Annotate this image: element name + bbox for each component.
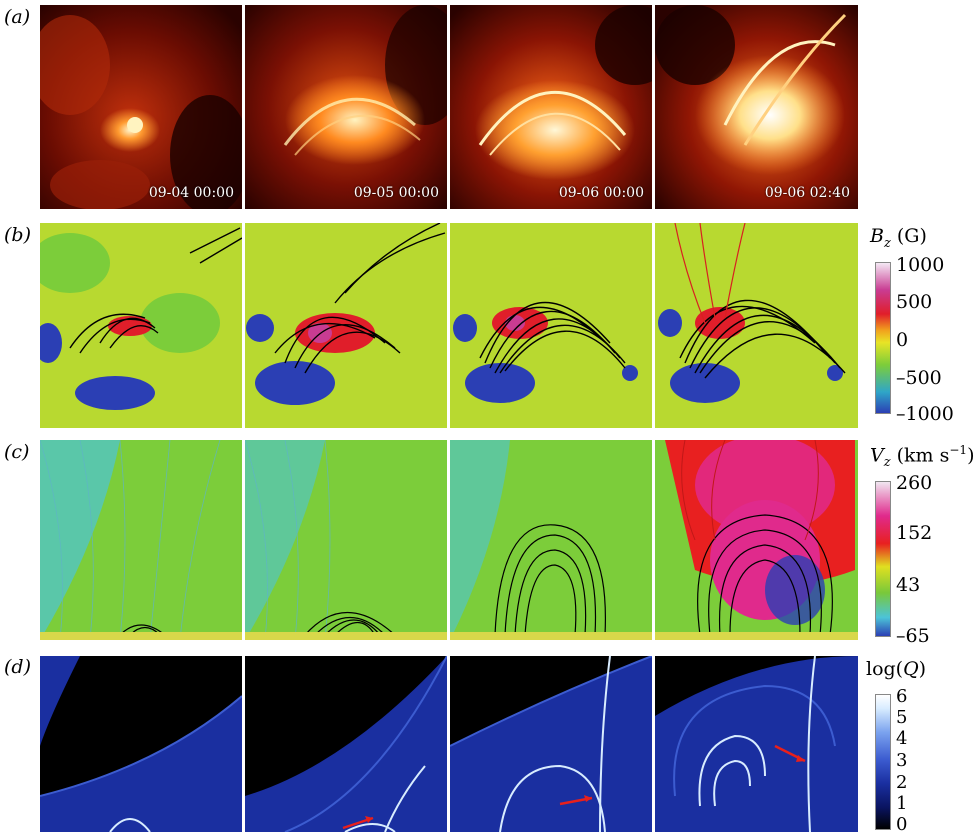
colorbar-logq-tick: 2 [896, 772, 908, 793]
vz-map-3 [450, 440, 652, 640]
aia-panel-4: 09-06 02:40 [655, 5, 858, 209]
colorbar-logq-tick: 5 [896, 707, 908, 728]
bz-panel-3 [450, 223, 652, 428]
row-label-d: (d) [4, 656, 31, 678]
bz-map-1 [40, 223, 242, 428]
colorbar-logq-tick: 6 [896, 686, 908, 707]
colorbar-logq-tick: 4 [896, 728, 908, 749]
bz-map-4 [655, 223, 858, 428]
colorbar-logq-title: log(Q) [866, 658, 927, 680]
aia-panel-1: 09-04 00:00 [40, 5, 242, 209]
q-panel-4 [655, 656, 858, 832]
colorbar-bz-bar [875, 262, 891, 414]
bz-map-2 [245, 223, 447, 428]
q-panel-3 [450, 656, 652, 832]
vz-panel-3 [450, 440, 652, 640]
q-map-1 [40, 656, 242, 832]
q-panel-2 [245, 656, 447, 832]
vz-panel-4 [655, 440, 858, 640]
aia-panel-2: 09-05 00:00 [245, 5, 447, 209]
bz-panel-2 [245, 223, 447, 428]
q-panel-1 [40, 656, 242, 832]
aia-image-3 [450, 5, 652, 209]
q-map-3 [450, 656, 652, 832]
colorbar-vz-tick: 43 [896, 574, 921, 596]
colorbar-logq-bar [875, 694, 891, 830]
timestamp-1: 09-04 00:00 [148, 185, 234, 201]
colorbar-bz-tick: 1000 [896, 254, 945, 276]
aia-image-1 [40, 5, 242, 209]
vz-panel-1 [40, 440, 242, 640]
colorbar-bz-tick: 0 [896, 329, 909, 351]
timestamp-4: 09-06 02:40 [764, 185, 850, 201]
q-map-4 [655, 656, 858, 832]
colorbar-logq-tick: 1 [896, 793, 908, 814]
q-map-2 [245, 656, 447, 832]
timestamp-2: 09-05 00:00 [353, 185, 439, 201]
row-label-a: (a) [4, 6, 31, 28]
colorbar-bz-title: Bz (G) [870, 225, 927, 251]
colorbar-vz-title: Vz (km s−1) [870, 443, 975, 471]
colorbar-logq-tick: 0 [896, 814, 908, 835]
vz-map-1 [40, 440, 242, 640]
timestamp-3: 09-06 00:00 [558, 185, 644, 201]
colorbar-vz-bar [875, 481, 891, 637]
bz-panel-4 [655, 223, 858, 428]
aia-image-2 [245, 5, 447, 209]
vz-map-2 [245, 440, 447, 640]
colorbar-vz-tick: 260 [896, 472, 933, 494]
bz-map-3 [450, 223, 652, 428]
vz-map-4 [655, 440, 858, 640]
row-label-b: (b) [4, 224, 31, 246]
row-label-c: (c) [4, 441, 30, 463]
colorbar-logq-tick: 3 [896, 750, 908, 771]
aia-image-4 [655, 5, 858, 209]
aia-panel-3: 09-06 00:00 [450, 5, 652, 209]
colorbar-bz-tick: –1000 [896, 403, 954, 425]
colorbar-bz-tick: 500 [896, 291, 933, 313]
colorbar-vz-tick: –65 [896, 625, 930, 647]
colorbar-bz-tick: –500 [896, 367, 942, 389]
bz-panel-1 [40, 223, 242, 428]
colorbar-vz-tick: 152 [896, 522, 933, 544]
vz-panel-2 [245, 440, 447, 640]
